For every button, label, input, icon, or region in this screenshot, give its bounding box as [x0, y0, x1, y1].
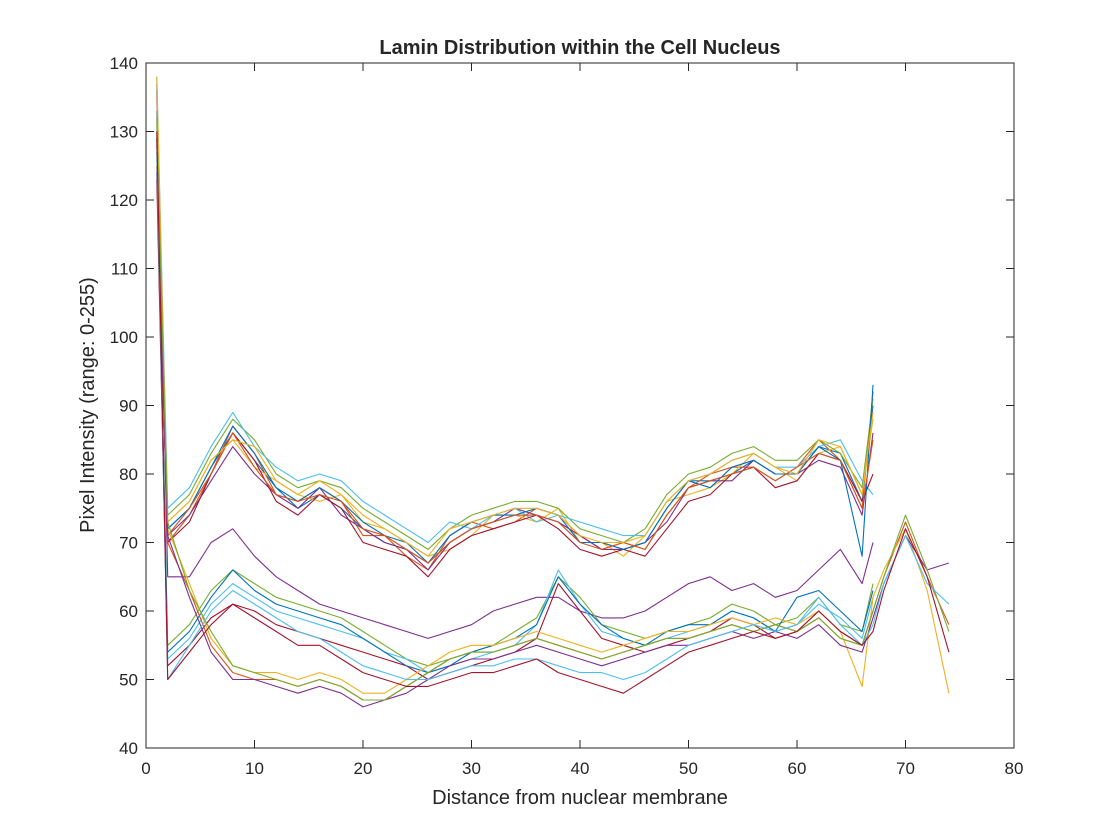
- series-line-7: [156, 151, 874, 578]
- x-tick-label: 0: [141, 759, 150, 778]
- series-line-11: [156, 83, 874, 639]
- series-line-10: [156, 97, 874, 557]
- y-tick-label: 110: [111, 260, 138, 279]
- y-tick-label: 40: [119, 739, 138, 758]
- x-tick-label: 70: [896, 759, 915, 778]
- y-tick-label: 90: [119, 397, 138, 416]
- y-tick-label: 80: [119, 465, 138, 484]
- plot-area: [146, 63, 1014, 748]
- x-tick-label: 80: [1005, 759, 1024, 778]
- series-line-21: [156, 131, 950, 694]
- x-tick-label: 40: [571, 759, 590, 778]
- x-tick-label: 50: [679, 759, 698, 778]
- x-tick-label: 30: [462, 759, 481, 778]
- y-tick-label: 50: [119, 671, 138, 690]
- y-tick-label: 140: [110, 54, 138, 73]
- series-line-20: [156, 151, 950, 681]
- series-line-5: [156, 117, 874, 550]
- y-tick-label: 130: [110, 123, 138, 142]
- y-tick-label: 70: [119, 534, 138, 553]
- y-axis-label: Pixel Intensity (range: 0-255): [77, 277, 99, 533]
- x-tick-label: 60: [788, 759, 807, 778]
- y-tick-label: 60: [119, 602, 138, 621]
- y-tick-label: 120: [110, 191, 138, 210]
- series-line-9: [156, 138, 874, 564]
- series-layer: [156, 76, 950, 708]
- y-tick-label: 100: [110, 328, 138, 347]
- x-axis-label: Distance from nuclear membrane: [432, 787, 728, 809]
- series-line-19: [156, 124, 950, 701]
- series-line-12: [156, 158, 874, 667]
- series-line-18: [156, 172, 950, 708]
- chart-title: Lamin Distribution within the Cell Nucle…: [379, 37, 780, 59]
- x-tick-label: 20: [354, 759, 373, 778]
- tick-layer: 0 10 20 30 40 50 60 70 80 40 50 60 70 80 90 100 110 120 13…: [110, 54, 1024, 778]
- x-tick-label: 10: [245, 759, 264, 778]
